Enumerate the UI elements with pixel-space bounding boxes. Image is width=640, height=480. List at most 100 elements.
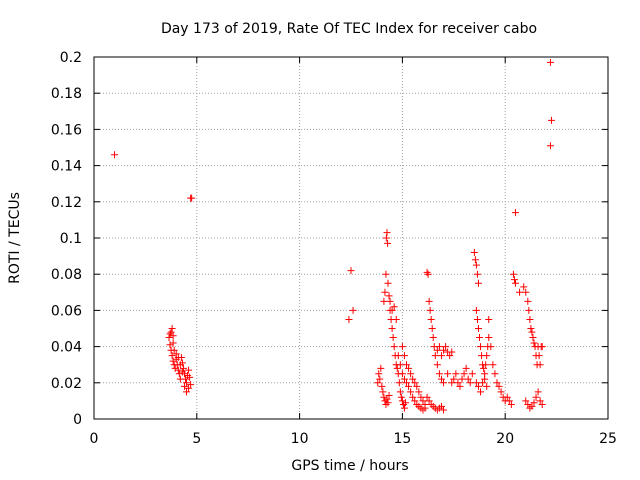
data-point <box>491 370 499 378</box>
data-point <box>535 352 543 360</box>
data-point <box>394 352 402 360</box>
data-point <box>525 306 533 314</box>
data-point <box>168 352 176 360</box>
x-axis-label: GPS time / hours <box>291 458 408 474</box>
data-point <box>421 401 429 409</box>
grid-lines <box>94 57 608 419</box>
data-point <box>536 397 544 405</box>
data-point <box>176 375 184 383</box>
data-point <box>379 388 387 396</box>
data-point <box>384 279 392 287</box>
data-point <box>167 328 175 336</box>
data-point <box>538 401 546 409</box>
data-point <box>403 361 411 369</box>
data-point <box>383 395 391 403</box>
data-point <box>471 256 479 264</box>
data-point <box>460 370 468 378</box>
data-point <box>405 382 413 390</box>
data-point <box>437 352 445 360</box>
data-point <box>384 399 392 407</box>
data-point <box>185 384 193 392</box>
data-point <box>530 339 538 347</box>
x-tick-label: 10 <box>291 431 309 447</box>
data-point <box>165 334 173 342</box>
data-point <box>487 343 495 351</box>
data-point <box>349 306 357 314</box>
data-point <box>378 382 386 390</box>
data-point <box>403 379 411 387</box>
data-point <box>433 361 441 369</box>
data-point <box>470 248 478 256</box>
data-point <box>396 388 404 396</box>
data-point <box>485 334 493 342</box>
data-point <box>400 404 408 412</box>
data-point <box>472 306 480 314</box>
data-point <box>435 370 443 378</box>
data-point <box>482 361 490 369</box>
data-point <box>383 229 391 237</box>
data-point <box>446 352 454 360</box>
data-point <box>477 343 485 351</box>
y-tick-label: 0.08 <box>51 267 82 283</box>
data-point <box>389 334 397 342</box>
y-tick-label: 0.16 <box>51 122 82 138</box>
data-point <box>493 379 501 387</box>
data-point <box>503 393 511 401</box>
data-point <box>473 315 481 323</box>
data-point <box>448 348 456 356</box>
data-point <box>384 239 392 247</box>
data-point <box>407 388 415 396</box>
data-point <box>415 388 423 396</box>
x-tick-label: 5 <box>192 431 201 447</box>
data-point <box>481 375 489 383</box>
data-point <box>347 267 355 275</box>
data-point <box>456 382 464 390</box>
y-tick-label: 0.02 <box>51 376 82 392</box>
data-point <box>169 339 177 347</box>
data-point <box>425 297 433 305</box>
data-point <box>424 270 432 278</box>
data-point <box>534 388 542 396</box>
data-point <box>538 343 546 351</box>
y-tick-label: 0.2 <box>60 50 82 66</box>
data-point <box>409 393 417 401</box>
data-point <box>440 346 448 354</box>
data-point <box>437 375 445 383</box>
data-point <box>388 306 396 314</box>
data-point <box>511 279 519 287</box>
data-point <box>400 375 408 383</box>
data-point <box>172 350 180 358</box>
data-point <box>398 370 406 378</box>
y-tick-labels: 0 0.02 0.04 0.06 0.08 0.1 0.12 0.14 0.16 0.18 0.2 <box>51 50 82 428</box>
data-point <box>400 352 408 360</box>
data-point <box>546 58 554 66</box>
data-point <box>398 343 406 351</box>
data-point <box>437 402 445 410</box>
data-point <box>524 401 532 409</box>
y-tick-label: 0 <box>73 412 82 428</box>
data-point <box>417 393 425 401</box>
data-point <box>466 379 474 387</box>
data-point <box>423 393 431 401</box>
data-point <box>376 375 384 383</box>
data-point <box>187 381 195 389</box>
data-point <box>477 388 485 396</box>
data-point <box>448 379 456 387</box>
data-point <box>395 379 403 387</box>
data-point <box>464 375 472 383</box>
data-point <box>483 352 491 360</box>
data-point <box>178 359 186 367</box>
data-point <box>388 325 396 332</box>
y-tick-label: 0.18 <box>51 86 82 102</box>
data-point <box>166 341 174 349</box>
data-point <box>474 279 482 287</box>
data-point <box>462 364 470 372</box>
data-point <box>374 379 382 387</box>
data-point <box>375 370 383 378</box>
data-point <box>345 315 353 323</box>
data-point <box>536 361 544 369</box>
data-point <box>452 370 460 378</box>
data-point <box>510 276 518 284</box>
data-point <box>468 370 476 378</box>
